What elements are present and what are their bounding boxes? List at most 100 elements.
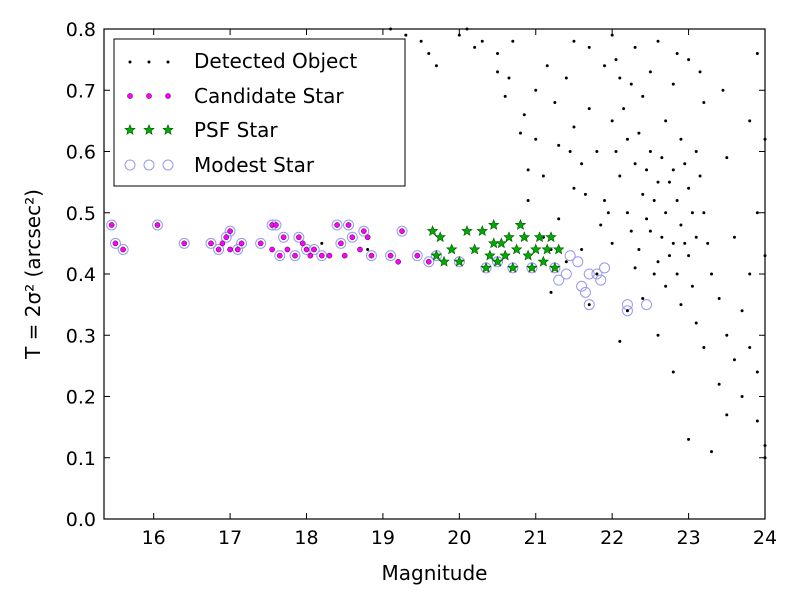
psf-star-point [499, 249, 511, 261]
modest-star-point [343, 219, 355, 231]
detected-object-point [706, 241, 710, 245]
modest-star-point [385, 250, 397, 262]
legend-label-candidate-star: Candidate Star [194, 84, 344, 108]
detected-object-point [553, 101, 557, 104]
candidate-star-point [269, 246, 275, 253]
y-tick-label: 0.1 [66, 448, 96, 470]
detected-object-point [648, 229, 652, 233]
candidate-star-point [338, 240, 344, 247]
modest-star-point [331, 219, 343, 231]
detected-object-point [404, 33, 408, 37]
data-marks [106, 27, 767, 460]
legend-marker-modest-star [162, 159, 174, 171]
detected-object-point [656, 260, 660, 264]
legend-item-psf-star: PSF Star [124, 118, 278, 142]
modest-star-point [213, 244, 225, 255]
detected-object-point [572, 186, 576, 190]
detected-object-point [629, 82, 633, 86]
candidate-star-point [357, 246, 363, 253]
legend-box [113, 38, 406, 187]
psf-star-point [445, 243, 458, 255]
candidate-star-point [227, 228, 233, 234]
modest-star-point [411, 250, 423, 262]
candidate-star-point [208, 240, 214, 247]
y-tick-label: 0.2 [66, 387, 96, 409]
detected-object-point [625, 309, 629, 313]
psf-star-point [530, 243, 542, 255]
detected-object-point [687, 186, 691, 190]
x-tick-label: 16 [142, 527, 166, 549]
detected-object-point [755, 211, 759, 215]
detected-object-point [587, 107, 591, 111]
detected-object-point [755, 52, 759, 55]
detected-object-point [702, 346, 706, 349]
modest-star-point [576, 280, 588, 292]
detected-object-point [667, 180, 671, 184]
detected-object-point [637, 131, 641, 135]
modest-star-point [117, 244, 129, 255]
modest-star-point [365, 250, 377, 262]
detected-object-point [664, 211, 668, 215]
detected-object-point [526, 168, 530, 172]
detected-object-point [549, 290, 553, 294]
detected-object-point [518, 131, 522, 135]
modest-star-point [106, 219, 118, 231]
psf-star-point [488, 218, 500, 230]
modest-star-point [621, 305, 633, 317]
y-tick-label: 0.8 [66, 19, 96, 41]
x-tick-label: 24 [753, 527, 777, 549]
y-axis-label: T = 2σ² (arcsec²) [21, 189, 45, 360]
detected-object-point [564, 76, 568, 80]
modest-star-point [560, 268, 572, 280]
psf-star-point [552, 243, 565, 255]
modest-star-point [358, 225, 370, 237]
modest-star-point [178, 237, 190, 249]
psf-star-point [453, 255, 466, 267]
detected-object-point [645, 217, 649, 221]
detected-object-point [675, 52, 679, 55]
detected-object-point [740, 395, 744, 398]
detected-object-point [687, 254, 691, 258]
candidate-star-point [307, 252, 314, 259]
detected-object-point [698, 70, 702, 74]
detected-object-point [710, 450, 714, 454]
candidate-star-point [311, 246, 317, 253]
candidate-star-point [303, 246, 310, 253]
detected-object-point [664, 284, 668, 288]
candidate-star-point [318, 252, 325, 259]
psf-star-point [510, 243, 523, 255]
detected-object-point [625, 211, 629, 215]
x-tick-label: 22 [600, 527, 624, 549]
detected-object-point [633, 45, 637, 49]
psf-star-point [476, 225, 488, 236]
modest-star-point [109, 237, 121, 249]
detected-object-point [694, 150, 698, 153]
y-tick-label: 0.6 [66, 142, 96, 164]
detected-object-point [625, 137, 629, 141]
candidate-star-point [280, 234, 287, 241]
candidate-star-point [108, 222, 115, 228]
legend-label-modest-star: Modest Star [194, 153, 315, 177]
detected-object-point [710, 272, 714, 276]
detected-object-point [572, 125, 576, 129]
detected-object-point [698, 174, 702, 178]
x-axis-label: Magnitude [382, 561, 488, 585]
detected-object-point [656, 180, 660, 184]
candidate-star-point [425, 258, 432, 265]
modest-star-point [293, 231, 305, 243]
detected-object-point [618, 339, 622, 343]
modest-star-point [595, 274, 607, 286]
candidate-star-point [234, 246, 241, 253]
legend-item-candidate-star: Candidate Star [127, 84, 344, 108]
detected-object-point [603, 64, 607, 68]
modest-star-point [151, 219, 163, 231]
detected-object-point [633, 162, 637, 166]
detected-object-point [595, 272, 599, 276]
modest-star-point [278, 231, 290, 243]
detected-object-point [721, 88, 725, 92]
legend-marker-detected-object [147, 60, 151, 64]
candidate-star-point [326, 252, 333, 259]
detected-object-point [427, 52, 431, 55]
candidate-star-point [341, 252, 348, 259]
